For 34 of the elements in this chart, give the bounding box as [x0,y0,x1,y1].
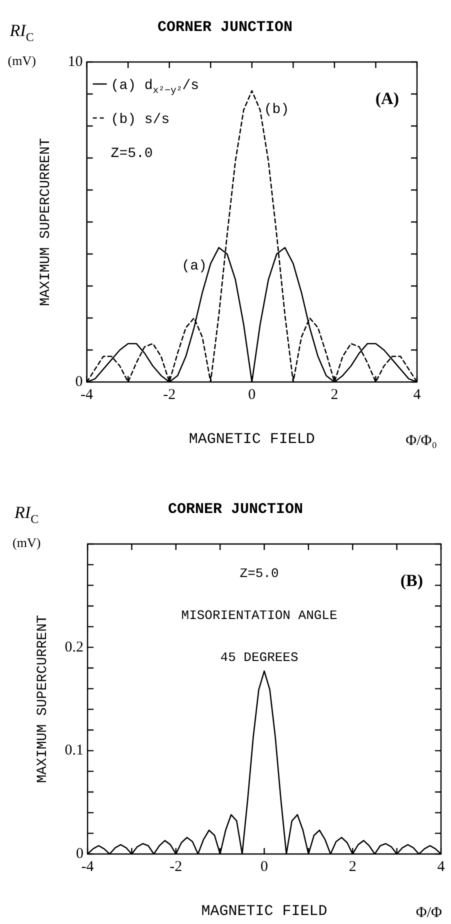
x-tick-label: 0 [260,858,268,875]
x-tick-label: -4 [81,858,94,875]
x-axis-title: MAGNETIC FIELD [201,902,328,920]
annotation: (a) [182,258,207,275]
text: Φ/Φ₀ [406,433,437,449]
x-tick-label: -2 [163,386,176,403]
text: (mV) [8,53,36,68]
annotation: MISORIENTATION ANGLE [181,608,338,623]
legend-label: (b) s/s [110,112,170,128]
y-tick-label: 0 [76,846,84,862]
text: (mV) [12,535,41,550]
y-tick-label: 10 [68,54,83,70]
annotation: Z=5.0 [240,566,279,581]
annotation: 45 DEGREES [220,650,298,665]
y-axis-title: MAXIMUM SUPERCURRENT [38,138,54,306]
y-axis-title: MAXIMUM SUPERCURRENT [35,614,52,784]
text: Φ/Φ [416,905,442,921]
annotation: (b) [264,102,290,118]
x-tick-label: 4 [437,858,446,875]
annotation: Z=5.0 [110,146,153,162]
x-tick-label: 2 [348,858,356,875]
x-tick-label: 4 [413,386,422,403]
x-tick-label: 0 [248,386,256,403]
annotation: (A) [375,89,400,108]
annotation: (B) [400,571,424,590]
y-tick-label: 0.2 [64,639,84,656]
y-tick-label: 0 [75,374,83,390]
x-tick-label: -2 [170,858,182,875]
chart-title: CORNER JUNCTION [157,18,293,36]
x-tick-label: -4 [80,386,94,403]
x-tick-label: 2 [330,386,338,403]
chart-title: CORNER JUNCTION [168,500,304,518]
y-tick-label: 0.1 [64,742,84,759]
x-axis-title: MAGNETIC FIELD [188,430,315,448]
